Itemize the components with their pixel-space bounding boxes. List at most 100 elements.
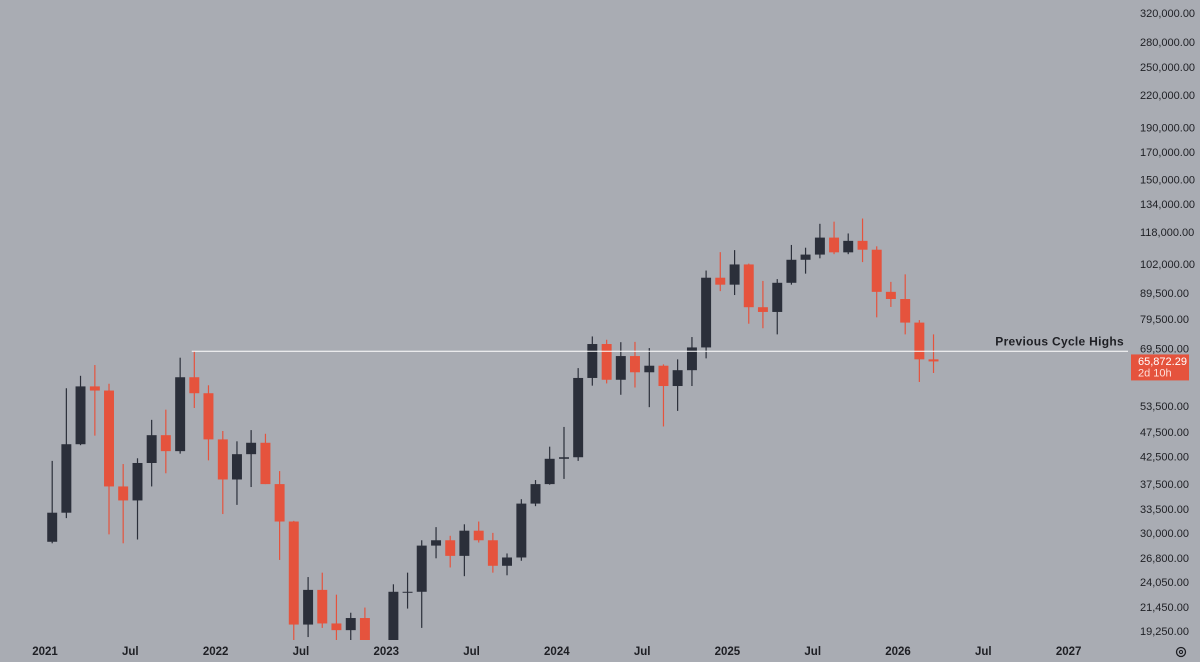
y-tick-label: 47,500.00 (1140, 427, 1189, 439)
candle-body (914, 322, 925, 360)
candle-body (928, 359, 939, 362)
candle-body (317, 589, 328, 624)
candle-body (416, 545, 427, 592)
candle-body (644, 365, 655, 373)
candle-body (701, 277, 712, 348)
candle-body (104, 390, 114, 487)
candle-body (857, 240, 868, 250)
candle-body (487, 540, 498, 566)
candle-body (89, 386, 100, 391)
candle-body (516, 503, 527, 558)
candle-body (132, 462, 143, 501)
countdown-label: 2d 10h (1138, 367, 1172, 379)
candle-body (686, 347, 697, 371)
candle-body (871, 249, 882, 292)
candle-body (274, 484, 285, 522)
y-tick-label: 21,450.00 (1140, 602, 1189, 614)
candle-body (203, 393, 214, 440)
candle-body (658, 365, 669, 387)
y-tick-label: 24,050.00 (1140, 577, 1189, 589)
x-tick-label: Jul (293, 646, 310, 658)
y-tick-label: 280,000.00 (1140, 37, 1195, 49)
candle-body (715, 277, 726, 285)
settings-icon[interactable] (1175, 646, 1187, 658)
line-annotation: Previous Cycle Highs (995, 334, 1124, 348)
candle-body (800, 254, 811, 260)
candle-body (829, 237, 840, 253)
y-tick-label: 118,000.00 (1140, 227, 1194, 239)
candle-body (445, 540, 456, 556)
last-price-label: 65,872.29 (1138, 356, 1187, 368)
candle-body (530, 484, 541, 504)
x-tick-label: Jul (634, 646, 651, 658)
candle-body (303, 589, 314, 625)
candle-body (146, 435, 157, 463)
y-tick-label: 30,000.00 (1140, 528, 1189, 540)
y-tick-label: 79,500.00 (1140, 314, 1189, 326)
candle-body (459, 530, 470, 556)
y-tick-label: 69,500.00 (1140, 344, 1189, 356)
candle-body (900, 299, 911, 323)
candle-body (260, 442, 271, 485)
x-tick-label: 2027 (1056, 646, 1082, 658)
x-tick-label: 2024 (544, 646, 570, 658)
y-tick-label: 190,000.00 (1140, 122, 1195, 134)
plot-area (47, 218, 939, 640)
candle-body (629, 356, 640, 373)
candle-body (559, 457, 569, 459)
y-tick-label: 33,500.00 (1140, 504, 1189, 516)
candle-body (217, 439, 228, 480)
y-tick-label: 150,000.00 (1140, 174, 1195, 186)
y-tick-label: 102,000.00 (1140, 259, 1195, 271)
candle-body (786, 259, 797, 283)
candle-body (402, 591, 413, 593)
candle-body (61, 444, 72, 513)
x-tick-label: 2023 (373, 646, 399, 658)
candle-body (75, 386, 86, 445)
y-tick-label: 26,800.00 (1140, 553, 1189, 565)
candle-body (246, 442, 257, 455)
candle-body (288, 521, 299, 625)
candle-body (814, 237, 825, 255)
candle-body (544, 458, 555, 485)
candle-body (331, 623, 342, 631)
x-tick-label: Jul (975, 646, 992, 658)
candle-body (843, 240, 854, 253)
candle-body (388, 591, 399, 640)
candle-body (189, 377, 200, 394)
candle-body (885, 291, 896, 300)
candle-body (743, 264, 754, 308)
x-tick-label: 2026 (885, 646, 911, 658)
candle-body (672, 370, 683, 387)
candle-body (729, 264, 740, 285)
x-tick-label: 2025 (715, 646, 741, 658)
candle-body (160, 435, 171, 452)
candle-body (772, 282, 783, 312)
y-tick-label: 19,250.00 (1140, 626, 1189, 638)
candle-body (502, 557, 512, 566)
candle-body (231, 454, 242, 480)
x-tick-label: 2022 (203, 646, 229, 658)
x-tick-label: Jul (463, 646, 480, 658)
x-tick-label: Jul (804, 646, 821, 658)
x-tick-label: Jul (122, 646, 139, 658)
candle-body (601, 344, 612, 380)
candle-body (757, 307, 768, 312)
y-tick-label: 170,000.00 (1140, 147, 1195, 159)
candle-body (615, 356, 626, 380)
y-tick-label: 42,500.00 (1140, 452, 1189, 464)
candle-body (573, 377, 584, 458)
last-price-box (1131, 354, 1189, 381)
x-tick-label: 2021 (32, 646, 58, 658)
candle-body (587, 344, 598, 378)
candle-body (345, 618, 356, 631)
candle-body (473, 530, 484, 541)
candle-body (431, 540, 442, 546)
y-tick-label: 37,500.00 (1140, 479, 1189, 491)
y-tick-label: 53,500.00 (1140, 401, 1189, 413)
candle-body (118, 486, 129, 501)
y-tick-label: 250,000.00 (1140, 62, 1195, 74)
y-tick-label: 320,000.00 (1140, 8, 1195, 20)
